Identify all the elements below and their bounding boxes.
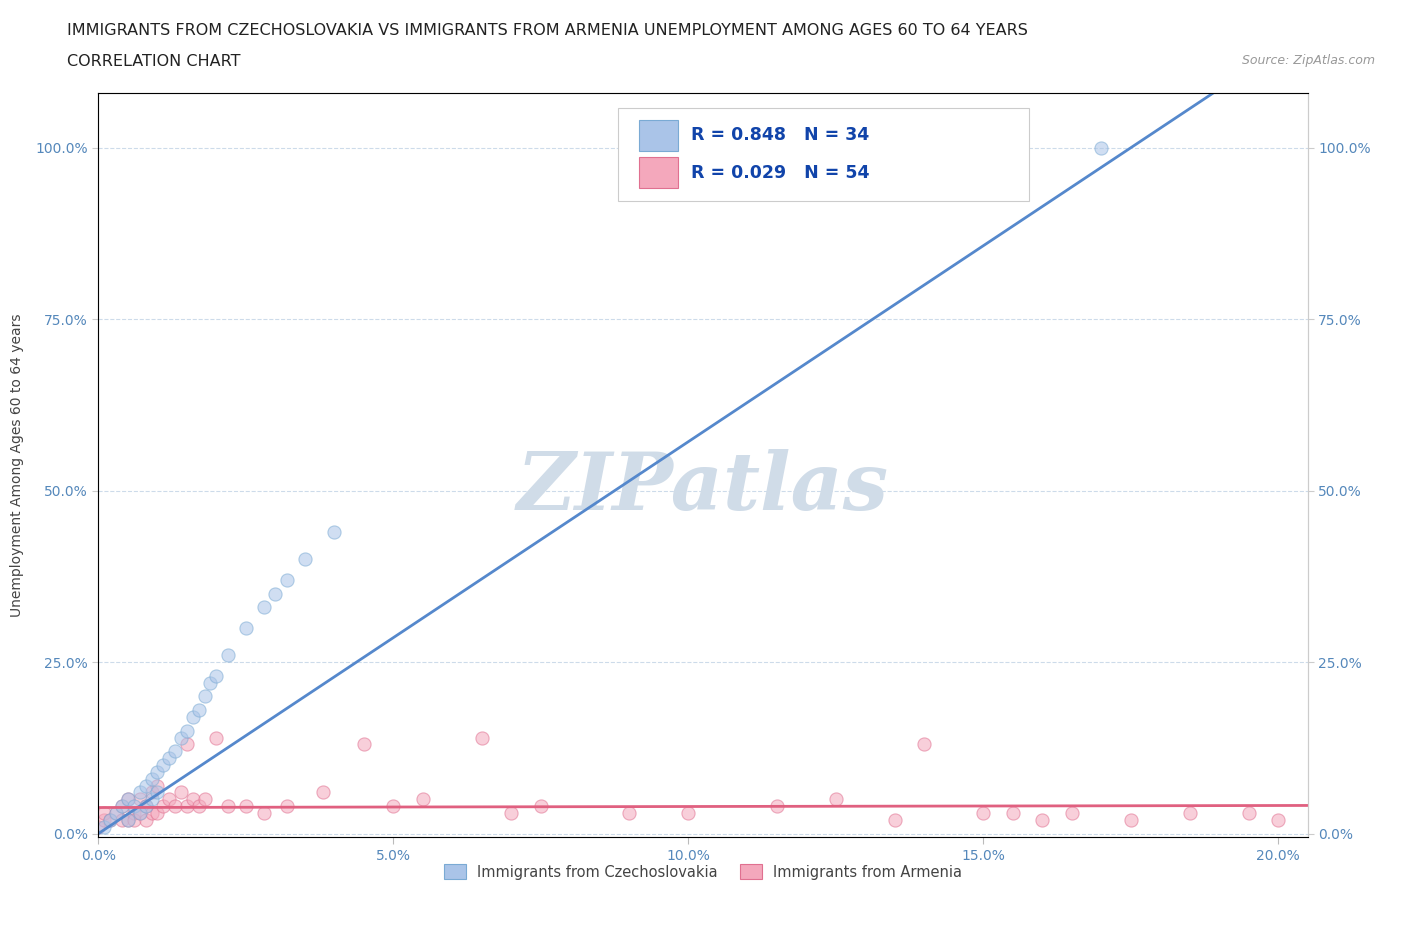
Point (1001, 805, 1024, 820)
Bar (638, 157, 678, 188)
Point (530, 799, 553, 814)
Bar (638, 120, 678, 151)
Point (146, 764, 169, 779)
Point (471, 730, 494, 745)
Point (276, 799, 298, 814)
Point (117, 813, 139, 828)
Point (235, 799, 257, 814)
Point (176, 737, 198, 751)
Point (912, 737, 935, 751)
Point (176, 724, 198, 738)
Point (1031, 813, 1053, 828)
Point (1267, 813, 1289, 828)
Point (122, 805, 145, 820)
Point (382, 799, 405, 814)
Point (200, 675, 222, 690)
Text: Source: ZipAtlas.com: Source: ZipAtlas.com (1241, 54, 1375, 67)
Point (323, 525, 346, 539)
Point (93, 805, 115, 820)
Text: ZIPatlas: ZIPatlas (517, 448, 889, 526)
Point (353, 737, 375, 751)
Point (972, 805, 994, 820)
Point (252, 805, 274, 820)
Text: IMMIGRANTS FROM CZECHOSLOVAKIA VS IMMIGRANTS FROM ARMENIA UNEMPLOYMENT AMONG AGE: IMMIGRANTS FROM CZECHOSLOVAKIA VS IMMIGR… (67, 23, 1028, 38)
Point (1119, 813, 1142, 828)
Text: CORRELATION CHART: CORRELATION CHART (67, 54, 240, 69)
Point (117, 791, 139, 806)
Point (135, 778, 157, 793)
Point (165, 799, 187, 814)
Point (276, 573, 298, 588)
Point (141, 805, 163, 820)
Point (87, 819, 110, 834)
Point (128, 791, 150, 806)
FancyBboxPatch shape (619, 108, 1029, 201)
Text: R = 0.029   N = 54: R = 0.029 N = 54 (690, 164, 869, 181)
Point (235, 620, 257, 635)
Point (181, 710, 204, 724)
Point (264, 586, 287, 601)
Point (152, 758, 174, 773)
Point (165, 744, 187, 759)
Point (883, 813, 905, 828)
Point (117, 813, 139, 828)
Point (141, 771, 163, 786)
Point (105, 805, 128, 820)
Point (1237, 805, 1260, 820)
Point (128, 805, 150, 820)
Point (122, 799, 145, 814)
Point (128, 805, 150, 820)
Point (1060, 805, 1083, 820)
Point (311, 785, 333, 800)
Point (157, 751, 180, 765)
Legend: Immigrants from Czechoslovakia, Immigrants from Armenia: Immigrants from Czechoslovakia, Immigran… (437, 858, 969, 885)
Text: R = 0.848   N = 34: R = 0.848 N = 34 (690, 126, 869, 144)
Point (170, 730, 193, 745)
Point (146, 805, 169, 820)
Point (170, 785, 193, 800)
Point (765, 799, 787, 814)
Point (135, 813, 157, 828)
Point (141, 791, 163, 806)
Point (217, 648, 239, 663)
Point (205, 669, 228, 684)
Point (141, 785, 163, 800)
Point (98, 813, 121, 828)
Point (135, 799, 157, 814)
Point (111, 799, 134, 814)
Point (128, 785, 150, 800)
Point (111, 813, 134, 828)
Point (194, 689, 217, 704)
Point (176, 799, 198, 814)
Point (294, 551, 316, 566)
Point (912, 140, 935, 155)
Point (98, 813, 121, 828)
Point (122, 813, 145, 828)
Point (152, 799, 174, 814)
Point (205, 730, 228, 745)
Point (117, 791, 139, 806)
Point (157, 791, 180, 806)
Point (619, 805, 641, 820)
Point (146, 785, 169, 800)
Point (678, 805, 700, 820)
Point (187, 703, 209, 718)
Point (217, 799, 239, 814)
Point (93, 813, 115, 828)
Point (187, 799, 209, 814)
Point (135, 799, 157, 814)
Point (105, 805, 128, 820)
Point (412, 791, 434, 806)
Point (93, 819, 115, 834)
Point (111, 799, 134, 814)
Point (501, 805, 523, 820)
Point (824, 791, 846, 806)
Point (194, 791, 217, 806)
Point (252, 600, 274, 615)
Point (1178, 805, 1201, 820)
Y-axis label: Unemployment Among Ages 60 to 64 years: Unemployment Among Ages 60 to 64 years (10, 313, 24, 617)
Point (181, 791, 204, 806)
Point (146, 778, 169, 793)
Point (1090, 140, 1112, 155)
